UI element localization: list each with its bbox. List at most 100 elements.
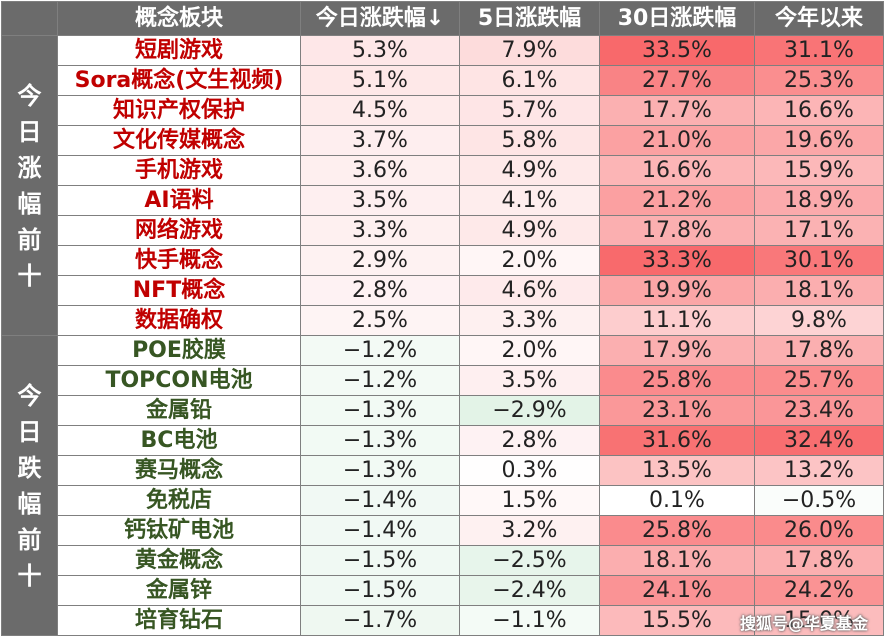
sector-name: 数据确权 — [57, 305, 301, 336]
table-row: 今日涨幅前十短剧游戏 5.3% 7.9% 33.5% 31.1% — [1, 35, 884, 336]
table-row: NFT概念 2.8% 4.6% 19.9% 18.1% — [2, 275, 884, 306]
value-cell-d5: 4.1% — [459, 185, 600, 216]
value-cell-d30: 17.8% — [599, 215, 755, 246]
value-cell-d30: 33.3% — [599, 245, 755, 276]
value-cell-ytd: 15.0% — [754, 605, 884, 636]
value-cell-ytd: 30.1% — [754, 245, 884, 276]
sector-name: BC电池 — [57, 425, 301, 456]
header-5day-change[interactable]: 5日涨跌幅 — [459, 1, 600, 36]
value-cell-today: −1.3% — [300, 425, 460, 456]
value-cell-ytd: 25.3% — [754, 65, 884, 96]
group-label-char: 幅 — [17, 189, 42, 218]
value-cell-d5: −2.4% — [459, 575, 600, 606]
value-cell-ytd: 15.9% — [754, 155, 884, 186]
table-row: AI语料 3.5% 4.1% 21.2% 18.9% — [2, 185, 884, 216]
value-cell-d5: 7.9% — [459, 35, 600, 66]
table-row: 知识产权保护 4.5% 5.7% 17.7% 16.6% — [2, 95, 884, 126]
watermark: 搜狐号@华夏基金 — [739, 614, 868, 633]
value-cell-d5: 2.0% — [459, 335, 600, 366]
value-cell-ytd: 25.7% — [754, 365, 884, 396]
value-cell-today: 2.9% — [300, 245, 460, 276]
value-cell-today: 3.7% — [300, 125, 460, 156]
value-cell-d30: 13.5% — [599, 455, 755, 486]
header-30day-change[interactable]: 30日涨跌幅 — [599, 1, 755, 36]
value-cell-ytd: 18.1% — [754, 275, 884, 306]
sector-name: NFT概念 — [57, 275, 301, 306]
value-cell-d5: 4.9% — [459, 215, 600, 246]
value-cell-ytd: 16.6% — [754, 95, 884, 126]
sector-name: 手机游戏 — [57, 155, 301, 186]
sector-name: 文化传媒概念 — [57, 125, 301, 156]
sector-name: 培育钻石 — [57, 605, 301, 636]
value-cell-d5: 3.5% — [459, 365, 600, 396]
sector-name: 短剧游戏 — [57, 35, 301, 66]
sector-name: AI语料 — [57, 185, 301, 216]
value-cell-d5: 5.7% — [459, 95, 600, 126]
value-cell-d30: 27.7% — [599, 65, 755, 96]
group-label-top-gainers: 今日涨幅前十 — [1, 35, 58, 336]
value-cell-d5: 4.9% — [459, 155, 600, 186]
value-cell-d5: 3.3% — [459, 305, 600, 336]
table-body: 今日涨幅前十短剧游戏 5.3% 7.9% 33.5% 31.1% Sora概念(文生视频)… — [1, 35, 884, 636]
value-cell-d30: 21.2% — [599, 185, 755, 216]
value-cell-d5: 2.0% — [459, 245, 600, 276]
value-cell-d30: 0.1% — [599, 485, 755, 516]
table-row: 快手概念 2.9% 2.0% 33.3% 30.1% — [2, 245, 884, 276]
value-cell-ytd: 31.1% — [754, 35, 884, 66]
group-label-char: 十 — [17, 261, 42, 290]
value-cell-d5: 3.2% — [459, 515, 600, 546]
sector-name: POE胶膜 — [57, 335, 301, 366]
value-cell-ytd: 24.2% — [754, 575, 884, 606]
value-cell-today: 3.5% — [300, 185, 460, 216]
header-today-change[interactable]: 今日涨跌幅↓ — [300, 1, 460, 36]
value-cell-d5: −2.5% — [459, 545, 600, 576]
sector-name: 快手概念 — [57, 245, 301, 276]
value-cell-ytd: 17.1% — [754, 215, 884, 246]
value-cell-ytd: 32.4% — [754, 425, 884, 456]
header-ytd-change[interactable]: 今年以来 — [754, 1, 884, 36]
value-cell-today: 2.8% — [300, 275, 460, 306]
group-label-char: 幅 — [17, 489, 42, 518]
value-cell-d5: 2.8% — [459, 425, 600, 456]
table-row: 培育钻石 −1.7% −1.1% 15.5% 15.0% — [2, 605, 884, 636]
value-cell-ytd: 9.8% — [754, 305, 884, 336]
group-label-char: 前 — [17, 525, 42, 554]
value-cell-d30: 17.7% — [599, 95, 755, 126]
header-corner — [1, 1, 58, 36]
group-label-char: 前 — [17, 225, 42, 254]
table-row: 文化传媒概念 3.7% 5.8% 21.0% 19.6% — [2, 125, 884, 156]
sector-name: 赛马概念 — [57, 455, 301, 486]
value-cell-ytd: 19.6% — [754, 125, 884, 156]
value-cell-d30: 24.1% — [599, 575, 755, 606]
table-row: TOPCON电池 −1.2% 3.5% 25.8% 25.7% — [2, 365, 884, 396]
sector-name: 金属锌 — [57, 575, 301, 606]
value-cell-d30: 25.8% — [599, 515, 755, 546]
value-cell-today: −1.5% — [300, 545, 460, 576]
sector-name: 知识产权保护 — [57, 95, 301, 126]
group-label-top-losers: 今日跌幅前十 — [1, 335, 58, 636]
table-row: 网络游戏 3.3% 4.9% 17.8% 17.1% — [2, 215, 884, 246]
sector-name: 黄金概念 — [57, 545, 301, 576]
table-row: Sora概念(文生视频) 5.1% 6.1% 27.7% 25.3% — [2, 65, 884, 96]
value-cell-today: 3.6% — [300, 155, 460, 186]
value-cell-ytd: 13.2% — [754, 455, 884, 486]
table-row: BC电池 −1.3% 2.8% 31.6% 32.4% — [2, 425, 884, 456]
value-cell-today: −1.2% — [300, 365, 460, 396]
header-sector[interactable]: 概念板块 — [57, 1, 301, 36]
sector-name: 金属铅 — [57, 395, 301, 426]
table-row: 钙钛矿电池 −1.4% 3.2% 25.8% 26.0% — [2, 515, 884, 546]
value-cell-d30: 18.1% — [599, 545, 755, 576]
sector-name: 免税店 — [57, 485, 301, 516]
value-cell-today: −1.3% — [300, 395, 460, 426]
value-cell-ytd: 17.8% — [754, 545, 884, 576]
value-cell-d5: 4.6% — [459, 275, 600, 306]
value-cell-d5: −2.9% — [459, 395, 600, 426]
value-cell-d5: 6.1% — [459, 65, 600, 96]
sector-name: Sora概念(文生视频) — [57, 65, 301, 96]
value-cell-ytd: 18.9% — [754, 185, 884, 216]
value-cell-ytd: 17.8% — [754, 335, 884, 366]
value-cell-d30: 31.6% — [599, 425, 755, 456]
group-label-char: 跌 — [17, 453, 42, 482]
group-label-char: 十 — [17, 561, 42, 590]
value-cell-today: 5.3% — [300, 35, 460, 66]
